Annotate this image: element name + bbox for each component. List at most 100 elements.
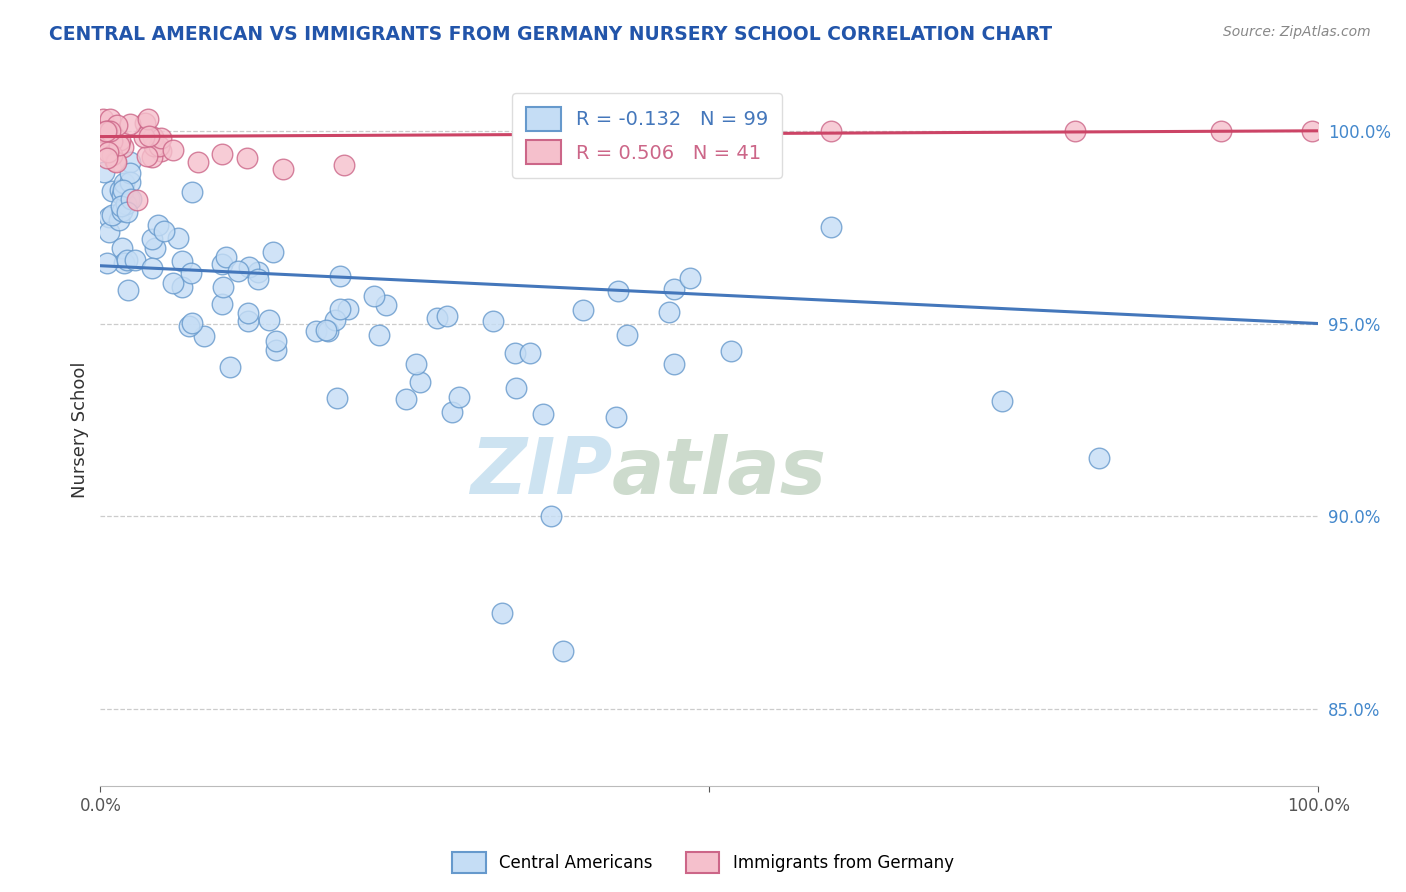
Point	[135, 149, 157, 163]
Text: ZIP: ZIP	[470, 434, 612, 510]
Point	[148, 139, 170, 153]
Point	[112, 183, 135, 197]
Legend: R = -0.132   N = 99, R = 0.506   N = 41: R = -0.132 N = 99, R = 0.506 N = 41	[512, 94, 782, 178]
Point	[124, 252, 146, 267]
Point	[97, 210, 120, 224]
Point	[153, 224, 176, 238]
Point	[409, 375, 432, 389]
Point	[246, 265, 269, 279]
Point	[118, 165, 141, 179]
Point	[162, 143, 184, 157]
Point	[315, 323, 337, 337]
Point	[167, 231, 190, 245]
Point	[426, 310, 449, 325]
Point	[1209, 124, 1232, 138]
Point	[96, 256, 118, 270]
Point	[367, 327, 389, 342]
Point	[149, 130, 172, 145]
Text: Source: ZipAtlas.com: Source: ZipAtlas.com	[1223, 25, 1371, 39]
Point	[238, 306, 260, 320]
Point	[146, 218, 169, 232]
Point	[108, 213, 131, 227]
Point	[97, 145, 120, 159]
Point	[105, 118, 128, 132]
Point	[219, 359, 242, 374]
Point	[266, 343, 288, 357]
Point	[363, 288, 385, 302]
Point	[162, 276, 184, 290]
Point	[101, 184, 124, 198]
Point	[110, 133, 132, 147]
Point	[540, 509, 562, 524]
Point	[323, 313, 346, 327]
Point	[394, 392, 416, 406]
Point	[990, 393, 1012, 408]
Point	[94, 125, 117, 139]
Point	[110, 188, 132, 202]
Point	[100, 112, 122, 127]
Point	[720, 344, 742, 359]
Point	[553, 644, 575, 658]
Point	[91, 112, 114, 126]
Point	[134, 115, 156, 129]
Point	[305, 325, 328, 339]
Point	[271, 162, 294, 177]
Point	[211, 280, 233, 294]
Point	[405, 358, 427, 372]
Point	[177, 318, 200, 333]
Point	[318, 324, 340, 338]
Point	[337, 301, 360, 316]
Point	[606, 284, 628, 298]
Point	[94, 124, 117, 138]
Point	[93, 164, 115, 178]
Point	[180, 266, 202, 280]
Point	[246, 272, 269, 286]
Point	[519, 346, 541, 360]
Point	[115, 204, 138, 219]
Point	[91, 133, 114, 147]
Point	[110, 203, 132, 218]
Point	[325, 391, 347, 405]
Point	[118, 155, 141, 169]
Point	[329, 268, 352, 283]
Point	[211, 147, 233, 161]
Point	[1063, 124, 1085, 138]
Point	[105, 155, 128, 169]
Point	[503, 345, 526, 359]
Point	[180, 185, 202, 199]
Point	[679, 271, 702, 285]
Point	[375, 298, 398, 312]
Point	[125, 193, 148, 207]
Point	[235, 151, 257, 165]
Point	[141, 260, 163, 275]
Point	[112, 256, 135, 270]
Point	[118, 117, 141, 131]
Point	[238, 260, 260, 274]
Text: CENTRAL AMERICAN VS IMMIGRANTS FROM GERMANY NURSERY SCHOOL CORRELATION CHART: CENTRAL AMERICAN VS IMMIGRANTS FROM GERM…	[49, 25, 1052, 44]
Point	[491, 606, 513, 620]
Point	[110, 241, 132, 255]
Point	[96, 151, 118, 165]
Point	[117, 283, 139, 297]
Point	[531, 407, 554, 421]
Point	[132, 129, 155, 144]
Point	[187, 154, 209, 169]
Point	[820, 124, 842, 138]
Point	[333, 159, 356, 173]
Point	[90, 124, 112, 138]
Point	[820, 220, 842, 235]
Point	[114, 196, 136, 211]
Point	[138, 129, 160, 144]
Point	[264, 334, 287, 348]
Point	[101, 208, 124, 222]
Point	[616, 328, 638, 343]
Text: atlas: atlas	[612, 434, 827, 510]
Point	[572, 302, 595, 317]
Point	[100, 134, 122, 148]
Point	[143, 241, 166, 255]
Y-axis label: Nursery School: Nursery School	[72, 361, 89, 498]
Point	[103, 153, 125, 168]
Point	[211, 297, 233, 311]
Point	[215, 250, 238, 264]
Point	[1301, 124, 1323, 138]
